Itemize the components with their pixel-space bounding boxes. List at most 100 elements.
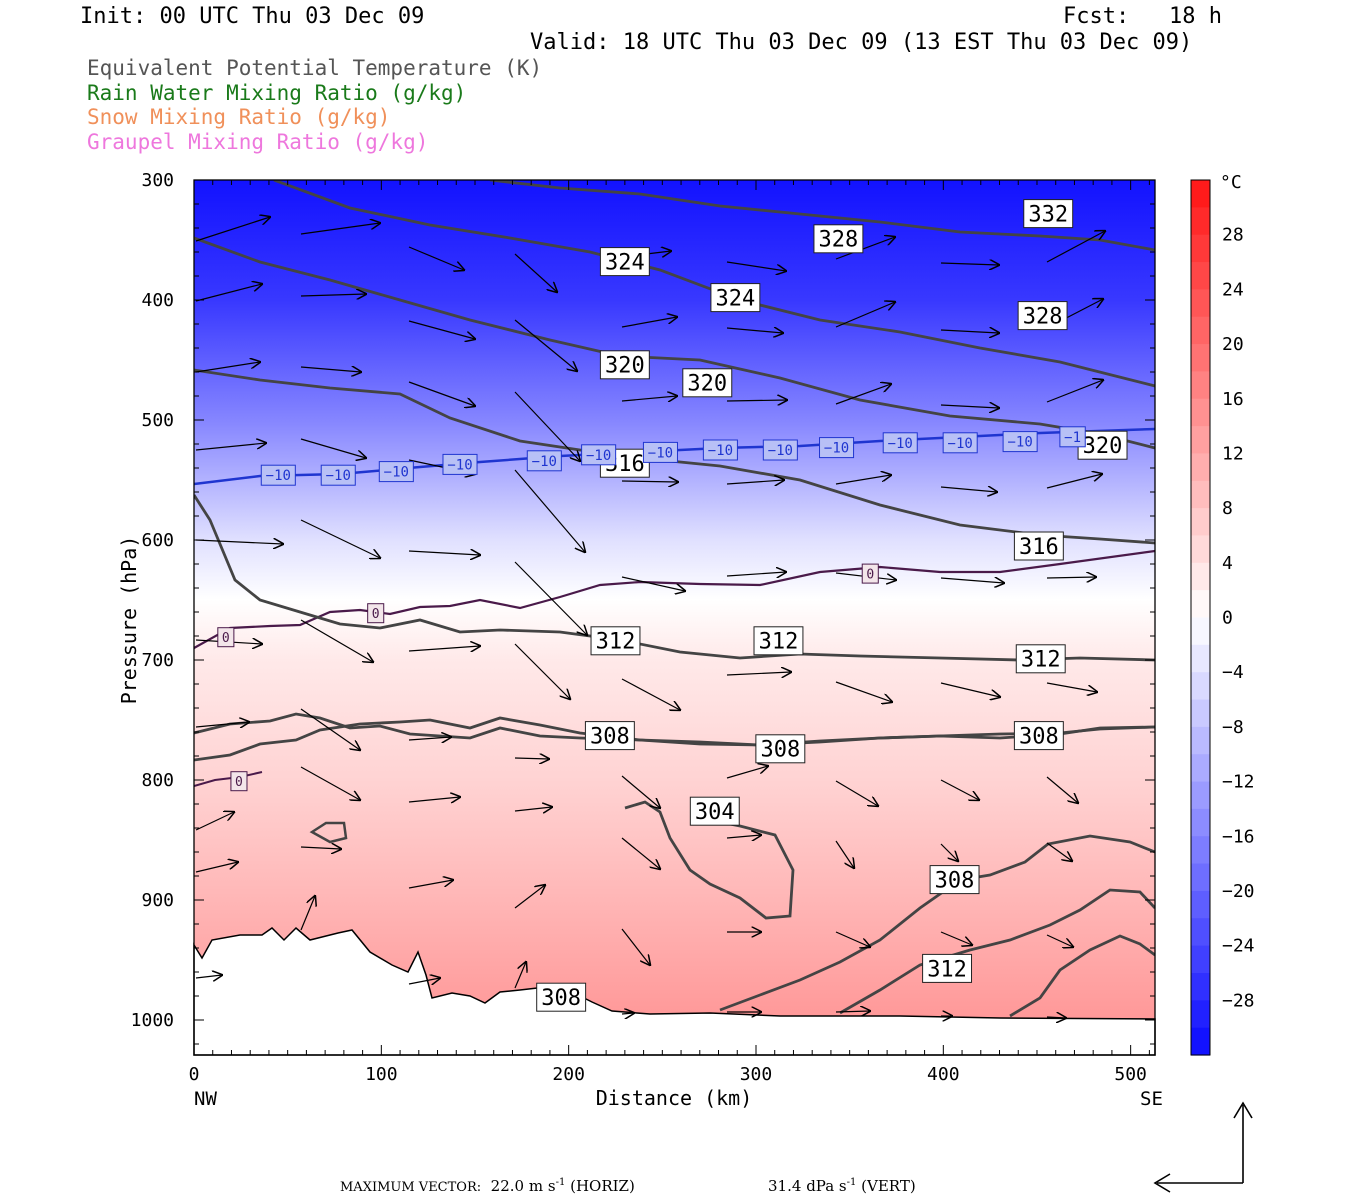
colorbar-unit: °C: [1220, 172, 1242, 193]
theta-e-label-box: [689, 796, 740, 826]
isotherm-label: −10: [266, 468, 291, 484]
wind-vector: [195, 975, 222, 978]
wind-vector: [621, 576, 685, 591]
theta-e-324: [194, 236, 1155, 450]
colorbar-swatch: [1191, 699, 1210, 728]
colorbar-swatch: [1191, 562, 1210, 591]
theta-e-label: 328: [819, 228, 859, 253]
isotherm-label-box: [217, 627, 235, 648]
isotherm-label-box: [819, 437, 855, 459]
wind-vector: [195, 722, 249, 727]
theta-e-label-box: [753, 626, 804, 656]
legend-snow: Snow Mixing Ratio (g/kg): [87, 105, 391, 129]
theta-e-label-box: [813, 224, 864, 254]
colorbar-label: 28: [1222, 225, 1244, 246]
wind-vector: [835, 1011, 870, 1012]
theta-e-label: 312: [759, 630, 799, 655]
isotherm-label-box: [702, 439, 738, 461]
wind-vector: [1046, 842, 1072, 861]
wind-vector: [726, 400, 787, 401]
wind-vector: [835, 931, 870, 947]
y-tick-label: 1000: [131, 1010, 174, 1031]
wind-vector: [514, 807, 552, 811]
y-tick-label: 700: [141, 650, 174, 671]
wind-vector: [940, 843, 958, 861]
wind-vector: [408, 551, 480, 555]
terrain-mask: [193, 926, 1156, 1056]
colorbar-swatch: [1191, 426, 1210, 455]
wind-vector: [835, 237, 895, 260]
wind-vector: [408, 381, 475, 406]
wind-vector: [195, 362, 260, 373]
theta-e-label: 308: [590, 725, 630, 750]
wind-vector: [195, 540, 283, 544]
colorbar-label: −28: [1222, 990, 1255, 1011]
y-tick-label: 900: [141, 890, 174, 911]
wind-vector: [195, 217, 270, 242]
isotherm-label-box: [260, 464, 296, 486]
temperature-colorbar: 28 24 20 16 12 8 4 0 −4 −8 −12 −16 −20 −24 −28: [1190, 179, 1255, 1056]
colorbar-swatch: [1191, 371, 1210, 400]
isotherm-label: 0: [372, 607, 380, 622]
isotherm-label: −10: [948, 436, 973, 452]
axis-ticks: 0 100 200 300 400 500 300 400 500 600 700 800 900 100…: [131, 170, 1155, 1085]
wind-vector: [726, 766, 768, 779]
theta-e-332: [489, 180, 1155, 252]
wind-vector: [300, 619, 373, 662]
colorbar-swatch: [1191, 234, 1210, 263]
wind-vector: [300, 847, 341, 849]
wind-vector: [835, 780, 878, 806]
wind-vector: [940, 682, 1000, 697]
theta-e-label-box: [599, 350, 650, 380]
theta-e-316: [194, 494, 1155, 662]
colorbar-label: −12: [1222, 772, 1255, 793]
wind-vector: [726, 328, 783, 333]
isotherm-label: −10: [768, 443, 793, 459]
wind-vector: [726, 672, 791, 675]
colorbar-swatch: [1191, 836, 1210, 865]
colorbar-label: −20: [1222, 881, 1255, 902]
colorbar-swatch: [1191, 590, 1210, 619]
theta-e-label-box: [536, 982, 587, 1012]
isotherm-label: 0: [222, 631, 230, 646]
theta-e-label: 316: [1019, 535, 1059, 560]
colorbar-label: 12: [1222, 443, 1244, 464]
wind-vector: [514, 561, 587, 635]
y-tick-label: 300: [141, 170, 174, 191]
wind-vector: [940, 931, 972, 945]
theta-e-308: [194, 716, 1155, 762]
wind-vector: [621, 678, 680, 710]
wind-vector: [300, 294, 366, 296]
isotherm-label: −10: [532, 454, 557, 470]
wind-vector: [1046, 934, 1073, 947]
theta-e-312-low: [839, 888, 1155, 1015]
isotherm-label-box: [230, 771, 248, 792]
colorbar-swatch: [1191, 644, 1210, 673]
wind-vector: [195, 812, 234, 831]
theta-e-label-box: [929, 865, 980, 895]
isotherm-label: −10: [888, 436, 913, 452]
theta-e-label: 312: [596, 630, 636, 655]
y-tick-label: 500: [141, 410, 174, 431]
wind-vector: [621, 837, 660, 869]
vert-vector-line: 31.4 dPa s-1 (VERT): [768, 1177, 916, 1195]
wind-vector: [408, 737, 451, 740]
wind-vector: [195, 284, 262, 302]
colorbar-swatch: [1191, 398, 1210, 427]
theta-e-label-box: [755, 734, 806, 764]
colorbar-label: 8: [1222, 498, 1233, 519]
isotherm-label: 0: [235, 775, 243, 790]
init-time: Init: 00 UTC Thu 03 Dec 09: [80, 4, 425, 29]
theta-e-label-box: [599, 247, 650, 277]
isotherm-label: −10: [824, 441, 849, 457]
theta-e-label-box: [1013, 721, 1064, 751]
colorbar-frame: [1190, 179, 1211, 1056]
wind-vector: [726, 572, 786, 576]
wind-vector: [408, 246, 464, 270]
wind-vector: [408, 320, 475, 339]
colorbar-swatch: [1191, 672, 1210, 701]
wind-vector: [408, 646, 480, 651]
colorbar-label: 16: [1222, 389, 1244, 410]
isotherm-label: −1: [1064, 430, 1081, 446]
